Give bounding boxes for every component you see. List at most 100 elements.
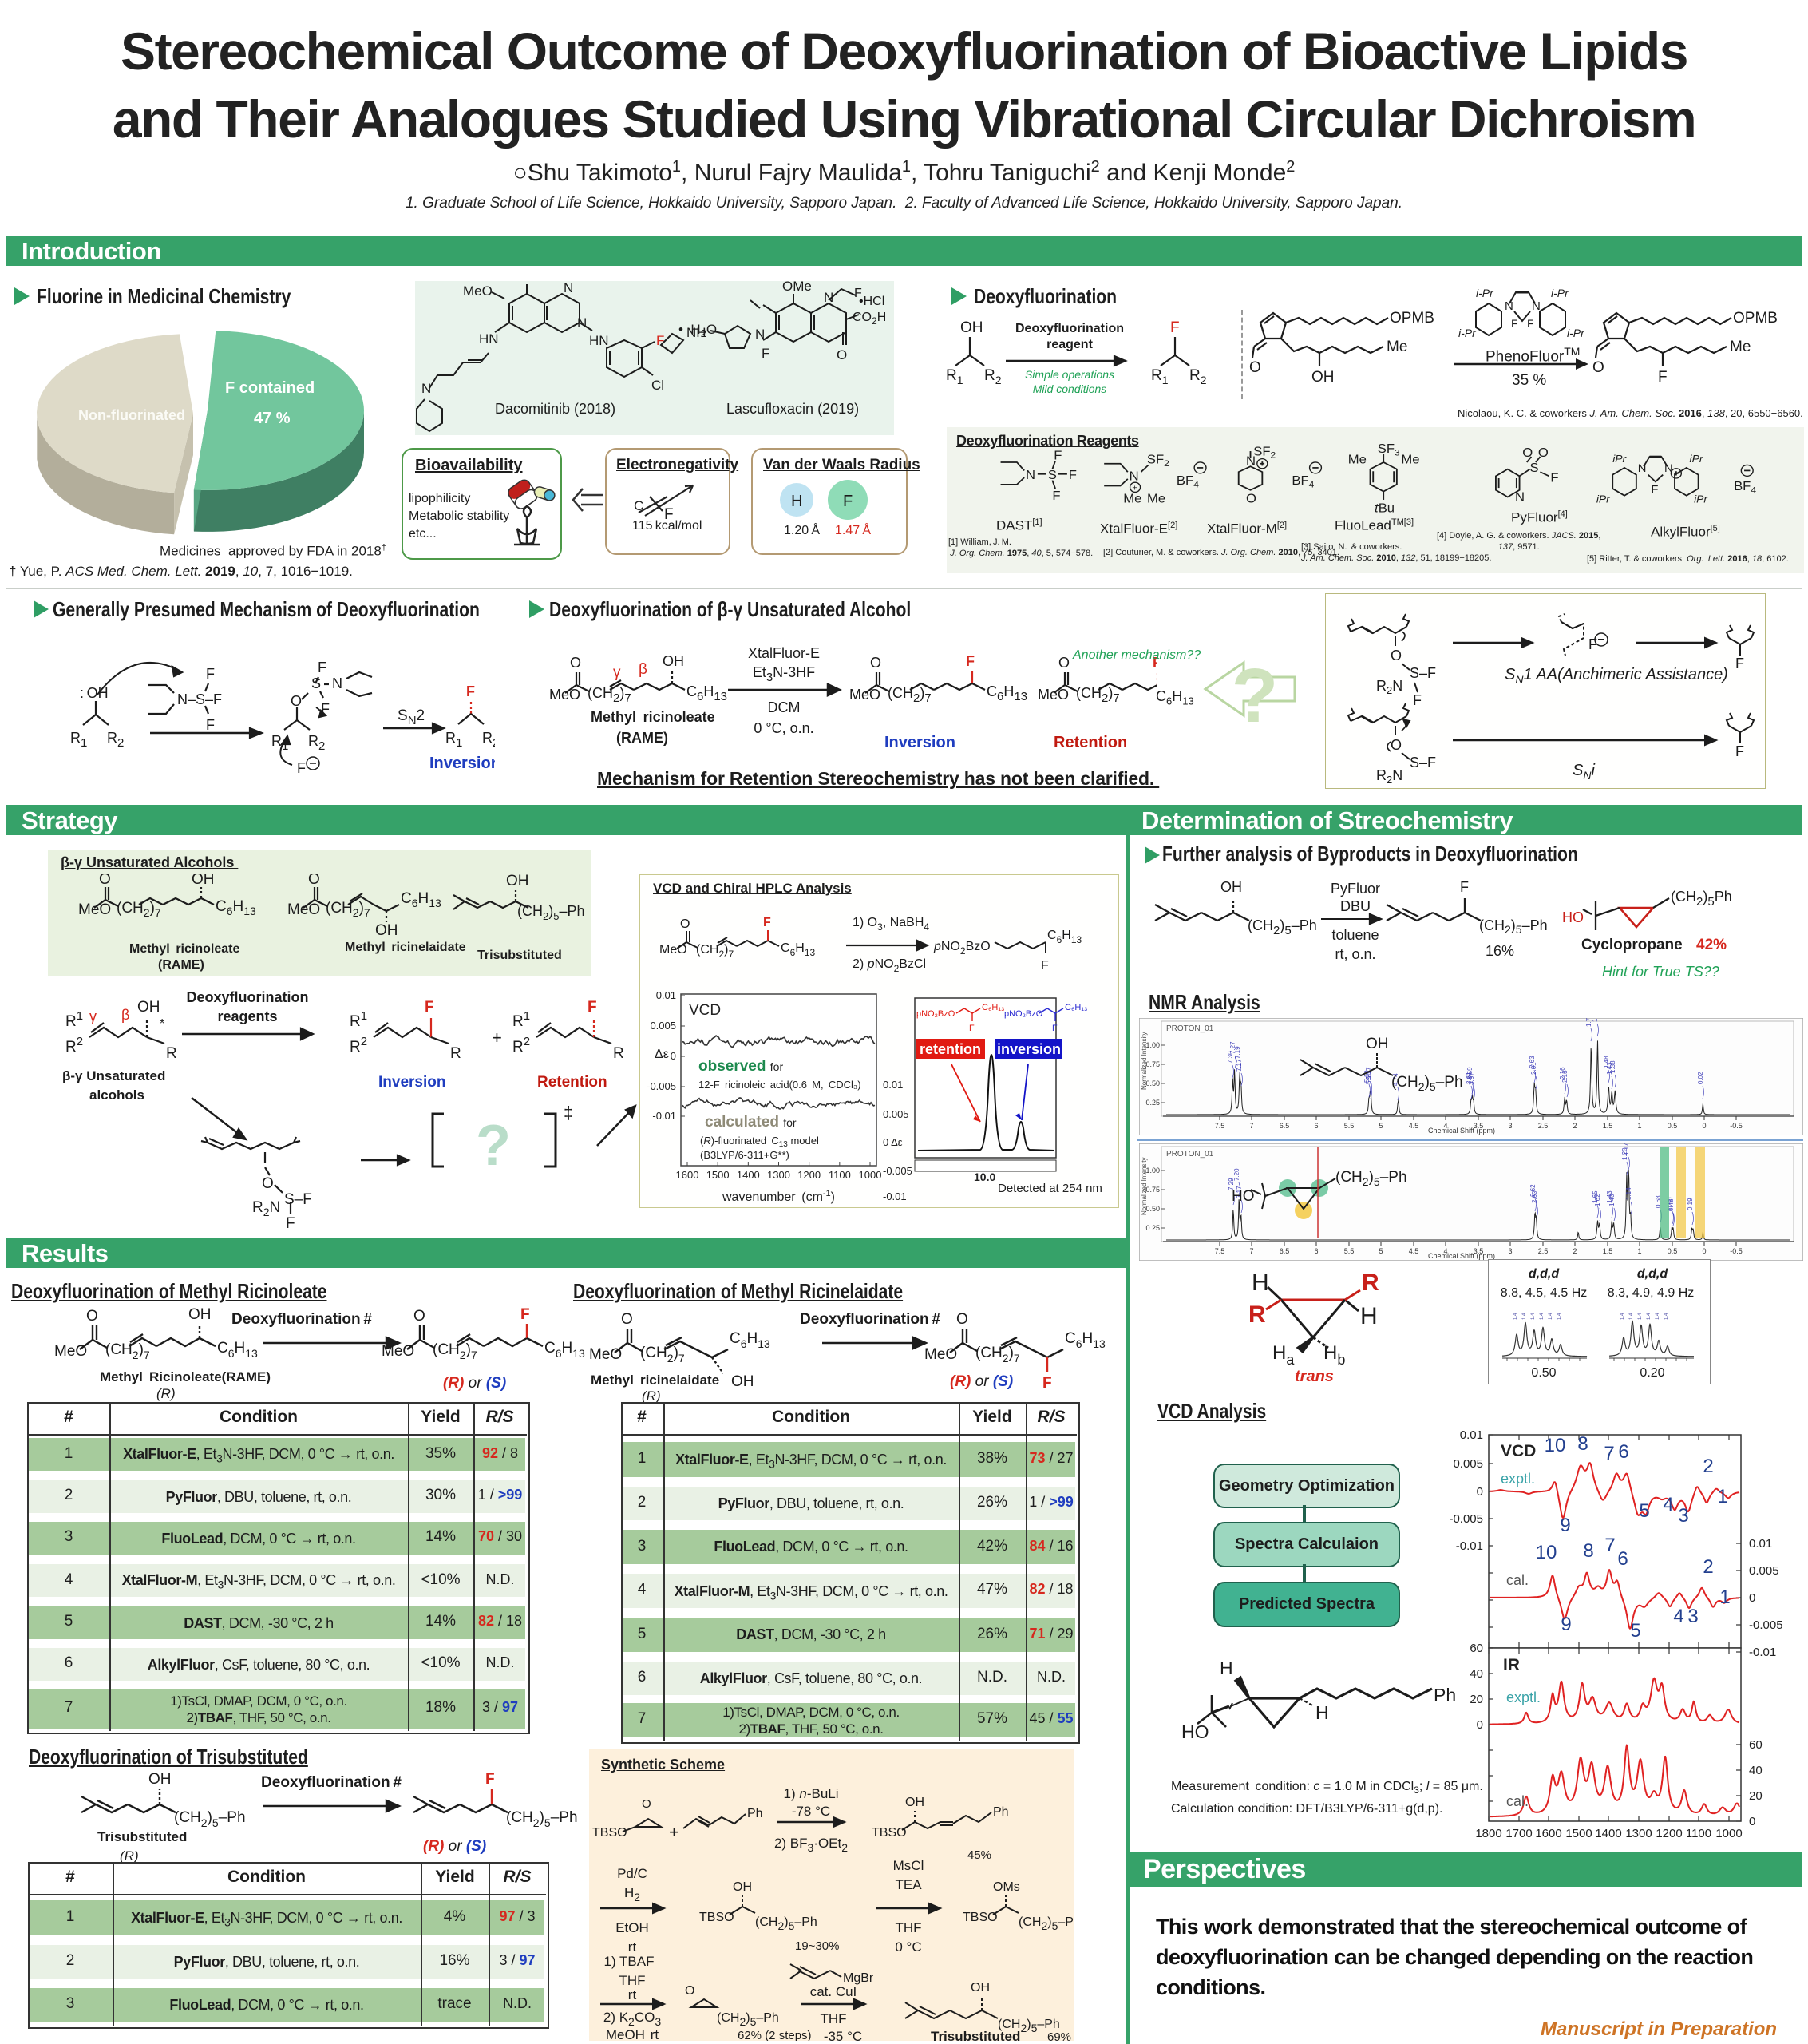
svg-text:2.61: 2.61 — [1530, 1062, 1537, 1075]
svg-text:F: F — [321, 701, 330, 717]
svg-text:Ph: Ph — [747, 1807, 763, 1820]
svg-text:Detected at 254 nm: Detected at 254 nm — [998, 1182, 1102, 1195]
svg-text:40: 40 — [1470, 1667, 1483, 1681]
svg-text:-0.5: -0.5 — [1730, 1247, 1743, 1255]
svg-text:Lascufloxacin (2019): Lascufloxacin (2019) — [726, 401, 859, 417]
svg-text:47 %: 47 % — [254, 410, 291, 427]
svg-text:F: F — [1041, 959, 1049, 972]
svg-text:(R): (R) — [156, 1386, 176, 1401]
svg-text:F: F — [1588, 636, 1597, 652]
svg-text:Me: Me — [1348, 453, 1367, 466]
svg-text:1.38: 1.38 — [1609, 1060, 1616, 1073]
svg-text:0.5: 0.5 — [1668, 1247, 1678, 1255]
svg-text:(CH2)5–Ph: (CH2)5–Ph — [1335, 1169, 1407, 1188]
svg-text:H2: H2 — [624, 1885, 640, 1903]
svg-text:Me: Me — [1387, 339, 1407, 355]
svg-text:O: O — [413, 1308, 425, 1325]
svg-text:retention: retention — [920, 1041, 981, 1057]
svg-text:C6H13: C6H13 — [1065, 1330, 1106, 1350]
svg-text:5: 5 — [1379, 1247, 1383, 1255]
svg-text:1.00: 1.00 — [1145, 1167, 1160, 1175]
svg-text:cal.: cal. — [1506, 1572, 1529, 1588]
svg-text:F: F — [969, 1024, 975, 1033]
svg-text:N: N — [421, 381, 431, 396]
svg-text:0: 0 — [1477, 1485, 1483, 1499]
svg-text:DBU: DBU — [1340, 898, 1371, 914]
svg-text:3.61: 3.61 — [1466, 1072, 1473, 1084]
svg-text:R1: R1 — [946, 367, 963, 386]
svg-text:Cl: Cl — [651, 378, 664, 393]
svg-text:0.02: 0.02 — [1697, 1072, 1704, 1084]
svg-text:-0.01: -0.01 — [652, 1110, 676, 1122]
svg-text:NH: NH — [686, 325, 706, 340]
svg-text:N: N — [564, 281, 573, 295]
svg-text:1.4: 1.4 — [1664, 1313, 1669, 1320]
svg-text:i-Pr: i-Pr — [1567, 327, 1584, 339]
svg-text:0: 0 — [1749, 1815, 1755, 1828]
svg-text:10: 10 — [1545, 1435, 1566, 1456]
svg-text:rt: rt — [628, 1939, 637, 1955]
svg-text:TBSO: TBSO — [592, 1826, 627, 1840]
svg-text:Deoxyfluorination #: Deoxyfluorination # — [231, 1311, 372, 1328]
svg-text:1: 1 — [1637, 1122, 1641, 1130]
svg-text:F: F — [1054, 449, 1062, 462]
svg-text:5.5: 5.5 — [1344, 1247, 1355, 1255]
svg-text:THF: THF — [619, 1973, 645, 1988]
svg-text:1200: 1200 — [797, 1169, 821, 1181]
svg-text:7.5: 7.5 — [1215, 1122, 1225, 1130]
svg-text:OPMB: OPMB — [1390, 310, 1434, 327]
svg-text:9: 9 — [1561, 1614, 1571, 1635]
svg-text:1: 1 — [1717, 1486, 1727, 1507]
svg-text:•HCl: •HCl — [859, 295, 884, 308]
svg-text:O: O — [308, 874, 320, 888]
svg-text:CO2H: CO2H — [853, 311, 886, 327]
svg-text:2) BF3·OEt2: 2) BF3·OEt2 — [774, 1836, 848, 1854]
svg-text:(CH2)5–Ph: (CH2)5–Ph — [998, 2018, 1060, 2034]
svg-text:SNi: SNi — [1573, 762, 1595, 782]
svg-text:MeO: MeO — [924, 1346, 957, 1363]
svg-text:6.5: 6.5 — [1280, 1122, 1290, 1130]
svg-text:R: R — [613, 1045, 624, 1062]
svg-text:3.5: 3.5 — [1474, 1247, 1484, 1255]
svg-text:Chemical Shift (ppm): Chemical Shift (ppm) — [1428, 1252, 1495, 1260]
svg-text:R2: R2 — [107, 730, 124, 750]
svg-text:R2: R2 — [1189, 367, 1207, 386]
svg-text:45%: 45% — [967, 1848, 991, 1862]
svg-text:S–F: S–F — [1410, 755, 1436, 770]
svg-text:(CH2)5–Ph: (CH2)5–Ph — [755, 1915, 817, 1932]
svg-text:7: 7 — [1604, 1535, 1615, 1556]
svg-text:Ha: Ha — [1272, 1342, 1295, 1368]
svg-text:1.65: 1.65 — [1592, 1190, 1599, 1203]
svg-text:N: N — [332, 675, 342, 691]
svg-text:i-Pr: i-Pr — [1551, 287, 1569, 299]
svg-text:6: 6 — [1617, 1548, 1628, 1570]
svg-text:BF4: BF4 — [1292, 473, 1314, 489]
svg-text:N: N — [1505, 299, 1513, 313]
svg-text:F: F — [1527, 317, 1534, 330]
svg-text:42%: 42% — [1696, 937, 1727, 953]
svg-text:N: N — [755, 327, 765, 342]
svg-text:2.5: 2.5 — [1538, 1122, 1549, 1130]
svg-text:2) K2CO3: 2) K2CO3 — [603, 2010, 661, 2028]
svg-text:7: 7 — [1249, 1247, 1253, 1255]
svg-text:0.25: 0.25 — [1145, 1224, 1160, 1232]
svg-text:OH: OH — [960, 319, 983, 336]
svg-text:1600: 1600 — [676, 1169, 699, 1181]
svg-text:MeO: MeO — [78, 901, 111, 918]
svg-text:1.00: 1.00 — [1145, 1041, 1160, 1049]
svg-text:MeOH rt: MeOH rt — [606, 2027, 659, 2041]
svg-text:0: 0 — [1477, 1718, 1483, 1732]
svg-text:1.43: 1.43 — [1606, 1062, 1613, 1075]
svg-text:S: S — [1048, 468, 1057, 481]
svg-text:pNO₂BzO: pNO₂BzO — [1004, 1009, 1043, 1019]
svg-text:i-Pr: i-Pr — [1476, 287, 1494, 299]
svg-text:(CH2)5–Ph: (CH2)5–Ph — [1391, 1074, 1463, 1093]
svg-text:O: O — [86, 1308, 98, 1325]
svg-text:1.62: 1.62 — [1594, 1194, 1601, 1206]
svg-text:F: F — [206, 666, 215, 682]
svg-text:HN: HN — [479, 331, 499, 347]
svg-text:R: R — [166, 1045, 177, 1062]
svg-text:F: F — [1511, 317, 1518, 330]
svg-text:7: 7 — [1249, 1122, 1253, 1130]
svg-text:Hb: Hb — [1323, 1342, 1345, 1368]
